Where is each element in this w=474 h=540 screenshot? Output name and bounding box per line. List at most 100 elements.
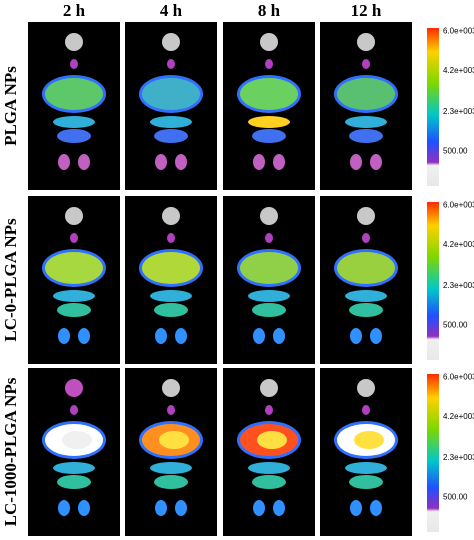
kidney xyxy=(253,500,265,516)
intestine xyxy=(252,303,286,317)
kidney xyxy=(175,328,187,344)
spleen xyxy=(150,116,192,128)
kidney xyxy=(58,500,70,516)
color-bar xyxy=(427,374,439,532)
spleen xyxy=(53,462,95,474)
kidney xyxy=(273,500,285,516)
scale-label: 2.3e+003 xyxy=(443,453,474,462)
scale-label: 500.00 xyxy=(443,492,468,501)
heart xyxy=(362,233,370,243)
kidney xyxy=(78,154,90,170)
column-header: 12 h xyxy=(351,1,382,20)
kidney xyxy=(273,328,285,344)
heart xyxy=(265,59,273,69)
brain xyxy=(162,33,180,51)
row-label: LC-1000-PLGA NPs xyxy=(1,377,20,526)
intestine xyxy=(154,475,188,489)
heart xyxy=(265,233,273,243)
kidney xyxy=(273,154,285,170)
row-label: LC-0-PLGA NPs xyxy=(1,218,20,342)
intestine xyxy=(154,303,188,317)
scale-label: 2.3e+003 xyxy=(443,107,474,116)
intestine xyxy=(252,129,286,143)
brain xyxy=(260,33,278,51)
intestine xyxy=(57,303,91,317)
scale-label: 6.0e+003 xyxy=(443,372,474,381)
brain xyxy=(357,379,375,397)
spleen xyxy=(150,290,192,302)
kidney xyxy=(370,500,382,516)
intestine xyxy=(252,475,286,489)
kidney xyxy=(370,154,382,170)
kidney xyxy=(350,500,362,516)
row-label: PLGA NPs xyxy=(1,66,20,146)
heart xyxy=(70,59,78,69)
kidney xyxy=(58,154,70,170)
scale-label: 500.00 xyxy=(443,320,468,329)
heart xyxy=(362,59,370,69)
scale-label: 4.2e+003 xyxy=(443,240,474,249)
intestine xyxy=(349,129,383,143)
kidney xyxy=(155,154,167,170)
liver xyxy=(45,78,103,110)
liver-core xyxy=(354,431,384,449)
liver xyxy=(337,78,395,110)
color-bar xyxy=(427,202,439,360)
kidney xyxy=(155,328,167,344)
kidney xyxy=(78,328,90,344)
brain xyxy=(65,379,83,397)
spleen xyxy=(345,462,387,474)
column-header: 4 h xyxy=(160,1,183,20)
spleen xyxy=(248,462,290,474)
kidney xyxy=(350,154,362,170)
heart xyxy=(70,405,78,415)
scale-label: 4.2e+003 xyxy=(443,412,474,421)
kidney xyxy=(175,154,187,170)
brain xyxy=(260,379,278,397)
liver-core xyxy=(159,431,189,449)
intestine xyxy=(57,129,91,143)
heart xyxy=(362,405,370,415)
scale-label: 500.00 xyxy=(443,146,468,155)
brain xyxy=(65,33,83,51)
liver xyxy=(142,78,200,110)
liver xyxy=(142,252,200,284)
kidney xyxy=(253,154,265,170)
brain xyxy=(162,207,180,225)
heart xyxy=(167,405,175,415)
spleen xyxy=(53,116,95,128)
kidney xyxy=(175,500,187,516)
intestine xyxy=(349,303,383,317)
liver xyxy=(240,252,298,284)
spleen xyxy=(150,462,192,474)
scale-label: 4.2e+003 xyxy=(443,66,474,75)
liver xyxy=(45,252,103,284)
spleen xyxy=(248,290,290,302)
heart xyxy=(167,233,175,243)
heart xyxy=(167,59,175,69)
intestine xyxy=(349,475,383,489)
brain xyxy=(162,379,180,397)
kidney xyxy=(155,500,167,516)
kidney xyxy=(370,328,382,344)
brain xyxy=(260,207,278,225)
liver-core xyxy=(257,431,287,449)
brain xyxy=(357,207,375,225)
spleen xyxy=(345,116,387,128)
kidney xyxy=(58,328,70,344)
brain xyxy=(65,207,83,225)
intestine xyxy=(57,475,91,489)
column-header: 8 h xyxy=(258,1,281,20)
scale-label: 6.0e+003 xyxy=(443,26,474,35)
kidney xyxy=(78,500,90,516)
heart xyxy=(70,233,78,243)
heart xyxy=(265,405,273,415)
spleen xyxy=(248,116,290,128)
kidney xyxy=(350,328,362,344)
liver xyxy=(240,78,298,110)
liver-core xyxy=(62,431,92,449)
spleen xyxy=(53,290,95,302)
spleen xyxy=(345,290,387,302)
intestine xyxy=(154,129,188,143)
